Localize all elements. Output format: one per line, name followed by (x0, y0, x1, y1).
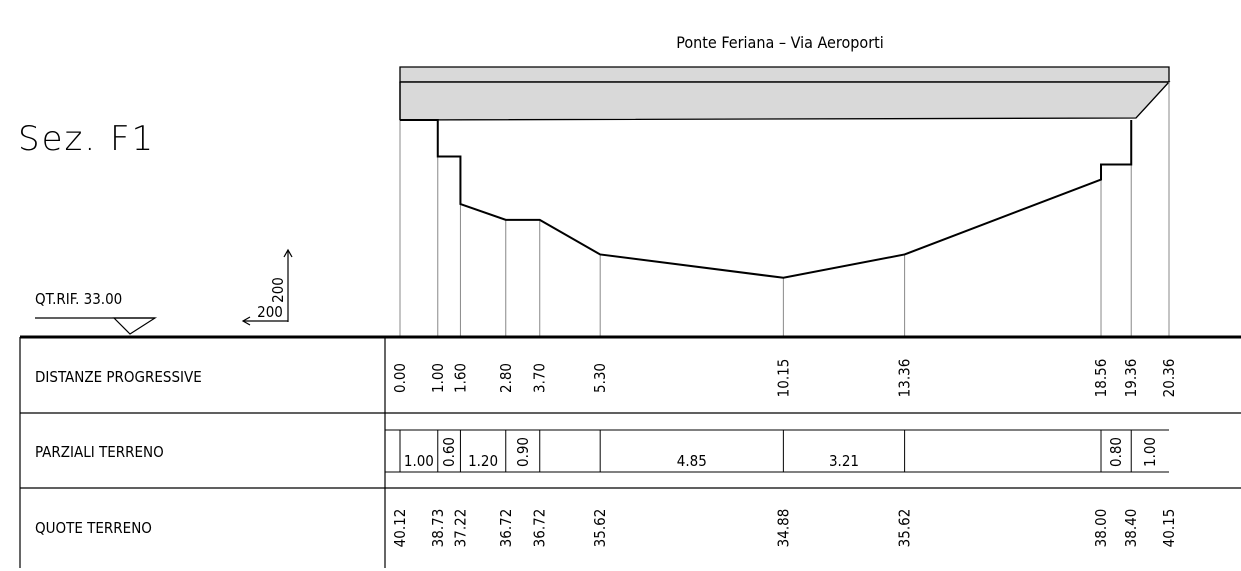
station-guides (399, 82, 1170, 337)
row-label-quote: QUOTE TERRENO (35, 519, 152, 537)
drawing-title: Ponte Feriana – Via Aeroporti (676, 33, 884, 52)
elevation-value: 34.88 (774, 509, 792, 548)
partial-value: 4.85 (677, 452, 707, 470)
table-cells: 0.00 40.12 1.00 38.73 1.60 37.22 2.80 36.72 3.70… (391, 359, 1178, 548)
distance-value: 3.70 (531, 363, 549, 393)
partial-value: 3.21 (829, 452, 859, 470)
distance-value: 0.00 (391, 363, 409, 393)
section-label: Sez. F1 (18, 119, 155, 159)
scale-horizontal-label: 200 (257, 303, 283, 321)
row-label-distanze: DISTANZE PROGRESSIVE (35, 368, 202, 386)
bridge-deck (399, 66, 1171, 121)
elevation-value: 38.73 (429, 509, 447, 548)
elevation-value: 38.40 (1122, 509, 1140, 548)
distance-value: 19.36 (1122, 359, 1140, 398)
reference-marker: QT.RIF. 33.00 (35, 290, 158, 335)
partial-value: 0.90 (514, 437, 532, 467)
scale-bar: 200 200 (241, 248, 293, 326)
distance-value: 1.00 (429, 363, 447, 393)
distance-value: 1.60 (451, 363, 469, 393)
elevation-value: 35.62 (896, 509, 914, 548)
reference-label: QT.RIF. 33.00 (35, 290, 122, 308)
distance-value: 10.15 (774, 359, 792, 398)
partial-value: 0.60 (440, 437, 458, 467)
data-table: DISTANZE PROGRESSIVE PARZIALI TERRENO QU… (19, 335, 1241, 568)
elevation-value: 40.15 (1160, 509, 1178, 548)
scale-vertical-label: 200 (269, 277, 287, 303)
distance-value: 20.36 (1160, 359, 1178, 398)
row-label-parziali: PARZIALI TERRENO (35, 443, 164, 461)
partial-value: 1.00 (1141, 437, 1159, 467)
terrain-profile (400, 119, 1133, 279)
arrow-left-icon (241, 316, 251, 326)
reference-triangle-icon (112, 317, 158, 335)
distance-value: 18.56 (1092, 359, 1110, 398)
distance-value: 13.36 (896, 359, 914, 398)
elevation-value: 36.72 (531, 509, 549, 548)
elevation-value: 35.62 (591, 509, 609, 548)
elevation-value: 36.72 (497, 509, 515, 548)
elevation-value: 37.22 (451, 509, 469, 548)
elevation-value: 38.00 (1092, 509, 1110, 548)
elevation-value: 40.12 (391, 509, 409, 548)
distance-value: 2.80 (497, 363, 515, 393)
arrow-up-icon (283, 248, 293, 258)
deck-top-slab (399, 66, 1170, 83)
partial-value: 0.80 (1107, 437, 1125, 467)
deck-beam (399, 81, 1171, 121)
distance-value: 5.30 (591, 363, 609, 393)
partial-value: 1.00 (404, 452, 434, 470)
partial-value: 1.20 (468, 452, 498, 470)
